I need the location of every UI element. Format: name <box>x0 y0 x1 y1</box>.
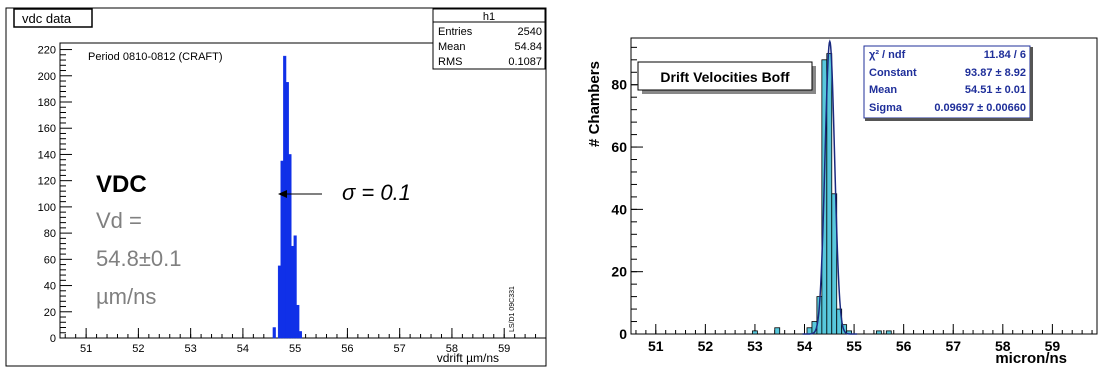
left-y-tick-label: 20 <box>44 307 56 319</box>
left-stat-label: Mean <box>438 41 466 53</box>
left-y-tick-label: 100 <box>38 202 56 214</box>
right-stat-value: 54.51 ± 0.01 <box>965 84 1026 96</box>
right-stat-label: Constant <box>869 67 917 79</box>
right-x-tick-label: 59 <box>1045 338 1061 354</box>
right-stats-box: χ² / ndf 11.84 / 6 Constant 93.87 ± 8.92… <box>863 45 1033 121</box>
right-hist-bin <box>806 327 813 335</box>
right-y-tick-label: 20 <box>611 264 627 280</box>
left-plot-frame <box>59 42 547 339</box>
left-stat-label: Entries <box>438 26 473 38</box>
right-hist-bin <box>875 330 882 335</box>
right-y-tick-label: 0 <box>619 326 627 342</box>
left-hist-bin <box>298 331 302 339</box>
left-hist-bin <box>293 235 297 339</box>
right-x-tick-label: 52 <box>698 338 714 354</box>
right-x-tick-label: 58 <box>995 338 1011 354</box>
left-hist-bin <box>288 154 292 339</box>
right-hist-bin <box>752 330 758 335</box>
left-y-tick-label: 180 <box>38 97 56 109</box>
left-stats-name: h1 <box>483 11 495 23</box>
right-hist-bin <box>885 330 892 335</box>
left-hist-bin <box>285 82 289 339</box>
right-x-tick-label: 54 <box>797 338 813 354</box>
gaussian-fit-curve <box>802 39 858 335</box>
right-stat-label: χ² / ndf <box>869 49 906 61</box>
left-y-tick-label: 220 <box>38 45 56 57</box>
left-hist-bin <box>277 265 282 339</box>
period-label: Period 0810-0812 (CRAFT) <box>88 51 223 63</box>
right-x-tick-label: 53 <box>747 338 763 354</box>
left-x-tick-label: 55 <box>289 343 301 355</box>
right-x-axis-label: micron/ns <box>995 350 1067 367</box>
left-y-tick-label: 80 <box>44 228 56 240</box>
left-y-tick-label: 120 <box>38 176 56 188</box>
sigma-arrowhead <box>278 190 287 198</box>
right-y-tick-label: 80 <box>611 77 627 93</box>
vdc-label: VDC <box>96 171 147 198</box>
left-x-tick-label: 57 <box>394 343 406 355</box>
left-panel-title: vdc data <box>22 11 72 26</box>
right-x-tick-label: 55 <box>846 338 862 354</box>
left-hist-bin <box>272 327 276 339</box>
right-hist-bin <box>774 327 781 335</box>
right-y-tick-label: 40 <box>611 201 627 217</box>
right-hist-bin <box>826 53 833 335</box>
right-x-tick-label: 51 <box>648 338 664 354</box>
left-x-tick-label: 56 <box>341 343 353 355</box>
left-x-tick-label: 58 <box>446 343 458 355</box>
sigma-label: σ = 0.1 <box>342 180 411 205</box>
side-tag: LS/D1 09C331 <box>509 286 516 332</box>
vd-equals-label: Vd = <box>96 208 142 233</box>
left-stat-label: RMS <box>438 56 462 68</box>
left-x-tick-label: 54 <box>237 343 249 355</box>
left-y-tick-label: 0 <box>50 333 56 345</box>
left-hist-bin <box>280 160 284 339</box>
left-hist-bin <box>290 245 295 339</box>
left-x-tick-label: 59 <box>498 343 510 355</box>
left-y-tick-label: 60 <box>44 254 56 266</box>
right-chart-title: Drift Velocities Boff <box>660 69 789 85</box>
drift-velocity-histogram-panel: 0 20 40 60 80 51 52 53 54 55 56 57 58 59 Drift Veloc… <box>586 37 1098 367</box>
vd-value-label: 54.8±0.1 <box>96 246 181 271</box>
left-title-box <box>13 8 93 28</box>
right-stat-value: 0.09697 ± 0.00660 <box>934 102 1026 114</box>
right-hist-bin <box>831 193 838 335</box>
left-stat-value: 0.1087 <box>508 56 542 68</box>
left-stats-box: h1 Entries 2540 Mean 54.84 RMS 0.1087 <box>432 8 546 70</box>
right-stat-value: 93.87 ± 8.92 <box>965 67 1026 79</box>
left-x-tick-label: 52 <box>132 343 144 355</box>
right-title-box: Drift Velocities Boff <box>637 61 816 94</box>
right-x-tick-label: 56 <box>896 338 912 354</box>
left-hist-bin <box>296 304 300 339</box>
left-stat-value: 54.84 <box>514 41 542 53</box>
left-y-tick-label: 200 <box>38 71 56 83</box>
left-y-tick-label: 140 <box>38 149 56 161</box>
vdc-histogram-panel: 0 20 40 60 80 100 120 140 160 180 200 220 51 52 53 54 5… <box>5 7 547 367</box>
left-x-axis-label: vdrift µm/ns <box>437 351 499 365</box>
right-y-axis-label: # Chambers <box>586 61 603 147</box>
right-y-tick-label: 60 <box>611 139 627 155</box>
right-stat-value: 11.84 / 6 <box>984 49 1026 61</box>
right-x-tick-label: 57 <box>945 338 961 354</box>
left-stat-value: 2540 <box>518 26 542 38</box>
left-y-tick-label: 40 <box>44 281 56 293</box>
right-stat-label: Sigma <box>869 102 903 114</box>
left-x-tick-label: 53 <box>185 343 197 355</box>
left-x-tick-label: 51 <box>80 343 92 355</box>
vd-unit-label: µm/ns <box>96 284 156 309</box>
left-y-tick-label: 160 <box>38 123 56 135</box>
right-stat-label: Mean <box>869 84 897 96</box>
